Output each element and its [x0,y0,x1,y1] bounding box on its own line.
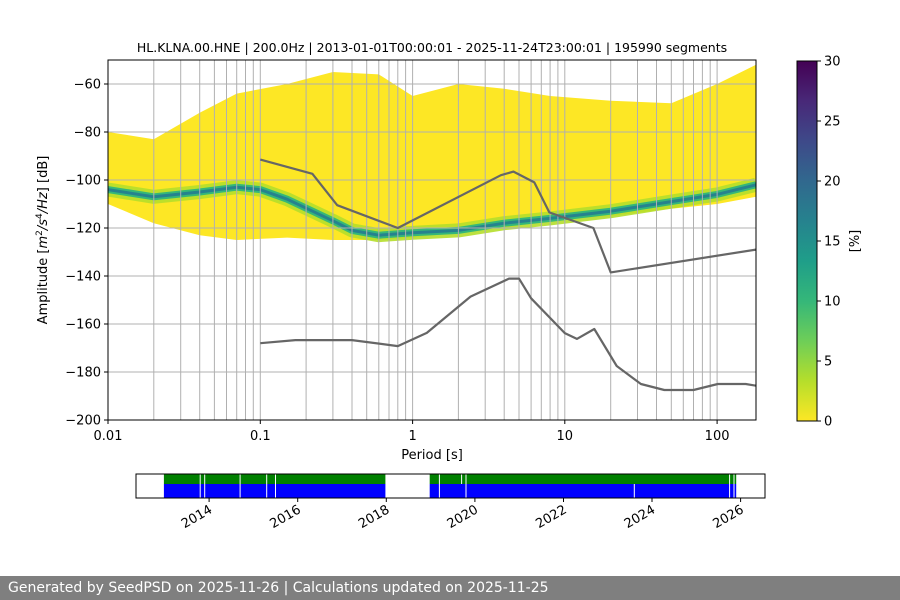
x-tick-label: 0.1 [250,429,271,444]
figure: HL.KLNA.00.HNE | 200.0Hz | 2013-01-01T00… [35,40,863,532]
y-tick-label: −200 [65,414,101,429]
x-axis-ticks: 0.01 0.1 1 10 100 [94,420,730,444]
y-tick-label: −180 [65,366,101,381]
chart-title: HL.KLNA.00.HNE | 200.0Hz | 2013-01-01T00… [137,40,727,55]
series-noise-model-low [260,277,756,392]
colorbar-ticks: 0 5 10 15 20 25 30 [817,55,841,430]
colorbar-label: [%] [848,230,863,253]
y-tick-label: −120 [65,222,101,237]
timeline-frame [135,473,766,499]
timeline-tick-label: 2014 [179,502,215,532]
timeline-ticks: 2014 2016 2018 2020 2022 2024 2026 [179,498,747,532]
plot-frame [107,59,757,421]
colorbar: 0 5 10 15 20 25 30 [%] [796,55,863,430]
timeline-tick-label: 2016 [268,502,304,532]
colorbar-tick-label: 0 [824,415,832,430]
footer-bar: Generated by SeedPSD on 2025-11-26 | Cal… [0,576,900,600]
psd-plot: 0.01 0.1 1 10 100 −200 −180 −160 −140 −120 −100 −8… [65,59,757,444]
y-tick-label: −80 [74,126,101,141]
grid-lines [108,60,756,420]
colorbar-tick-label: 10 [824,295,841,310]
y-tick-label: −100 [65,174,101,189]
timeline-tick-label: 2020 [445,502,481,532]
x-tick-label: 10 [557,429,574,444]
x-tick-label: 100 [705,429,730,444]
colorbar-tick-label: 15 [824,235,841,250]
noise-model-lines [260,158,756,392]
timeline-tick-label: 2022 [533,502,569,532]
y-tick-label: −60 [74,78,101,93]
colorbar-tick-label: 30 [824,55,841,70]
timeline-tick-label: 2018 [356,502,392,532]
coverage-bar-bottom [163,484,386,498]
availability-timeline: 2014 2016 2018 2020 2022 2024 2026 [135,473,766,532]
footer-text: Generated by SeedPSD on 2025-11-26 | Cal… [8,580,549,596]
colorbar-tick-label: 5 [824,355,832,370]
y-tick-label: −160 [65,318,101,333]
colorbar-tick-label: 25 [824,115,841,130]
coverage-bar-bottom [429,484,737,498]
timeline-bars [163,474,737,498]
x-tick-label: 1 [408,429,416,444]
colorbar-gradient [796,60,818,422]
series-noise-model-high [260,158,756,274]
timeline-tick-label: 2024 [622,502,658,532]
x-tick-label: 0.01 [94,429,123,444]
x-axis-label: Period [s] [401,448,463,463]
coverage-bar-top [163,474,386,484]
timeline-tick-label: 2026 [710,502,746,532]
y-axis-ticks: −200 −180 −160 −140 −120 −100 −80 −60 [65,78,108,429]
y-tick-label: −140 [65,270,101,285]
y-axis-label: Amplitude [m2/s4/Hz] [dB] [35,156,51,325]
coverage-bar-top [429,474,737,484]
colorbar-tick-label: 20 [824,175,841,190]
